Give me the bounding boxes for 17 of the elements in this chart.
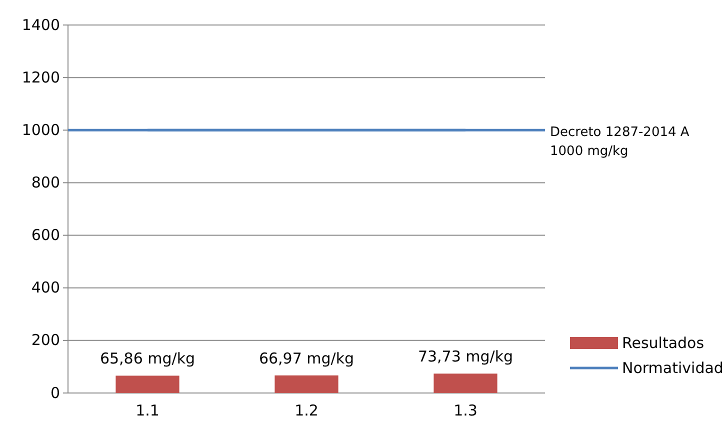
x-tick-label: 1.2 xyxy=(294,402,318,420)
data-label: 66,97 mg/kg xyxy=(258,349,354,368)
y-tick-label: 0 xyxy=(50,384,60,402)
legend-label: Normatividad xyxy=(622,359,723,377)
x-tick-label: 1.3 xyxy=(454,402,478,420)
y-tick-label: 800 xyxy=(31,174,60,192)
y-tick-label: 600 xyxy=(31,226,60,244)
y-tick-label: 1400 xyxy=(22,16,60,34)
data-label: 73,73 mg/kg xyxy=(418,348,514,366)
y-tick-label: 200 xyxy=(31,331,60,350)
y-tick-label: 1000 xyxy=(22,120,60,139)
ref-line-label: Decreto 1287-2014 A 1000 mg/kg xyxy=(550,125,690,160)
data-label: 65,86 mg/kg xyxy=(100,350,196,368)
y-tick-label: 1200 xyxy=(22,68,60,86)
x-tick-label: 1.1 xyxy=(136,402,160,420)
legend-label: Resultados xyxy=(622,334,704,352)
y-tick-label: 400 xyxy=(31,278,60,297)
